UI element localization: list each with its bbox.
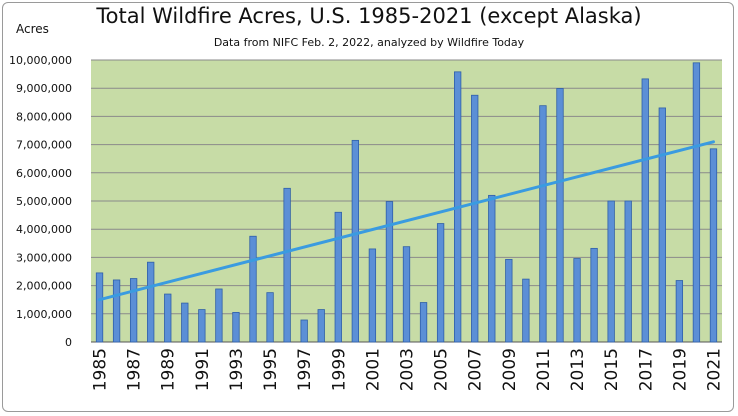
trendline [98, 140, 715, 302]
x-tick-label: 1989 [159, 348, 179, 391]
bar-2009 [505, 258, 513, 343]
bar-1994 [249, 235, 257, 343]
bar-1995 [266, 292, 274, 343]
y-axis-ticks: 0 1,000,000 2,000,000 3,000,000 4,000,000 5,0… [9, 54, 72, 349]
bar-2020 [692, 62, 701, 343]
x-tick-label: 2019 [670, 348, 690, 391]
chart-subtitle: Data from NIFC Feb. 2, 2022, analyzed by… [213, 36, 525, 49]
y-tick-label: 2,000,000 [16, 280, 72, 293]
bar-1988 [147, 261, 155, 343]
bar-1999 [334, 211, 342, 343]
bar-2011 [539, 105, 547, 343]
y-tick-label: 9,000,000 [16, 82, 72, 95]
y-tick-label: 5,000,000 [16, 195, 72, 208]
y-tick-label: 0 [65, 336, 72, 349]
x-tick-label: 1991 [193, 348, 213, 391]
bar-2016 [624, 200, 632, 343]
bar-1989 [164, 293, 172, 343]
x-tick-label: 1999 [329, 348, 349, 391]
bar-2004 [419, 302, 428, 343]
chart-title: Total Wildfire Acres, U.S. 1985-2021 (ex… [96, 4, 642, 28]
bar-1985 [95, 272, 104, 343]
bar-1998 [317, 309, 325, 343]
y-tick-label: 7,000,000 [16, 139, 72, 152]
bar-2018 [658, 107, 666, 343]
bar-2000 [351, 139, 359, 343]
y-tick-label: 3,000,000 [16, 251, 72, 264]
x-tick-label: 2013 [568, 348, 588, 391]
bar-2008 [488, 194, 496, 343]
bar-1996 [283, 187, 291, 343]
bar-2002 [385, 201, 394, 343]
bar-1986 [112, 279, 121, 343]
y-axis-label: Acres [16, 22, 49, 36]
bar-2007 [471, 94, 479, 343]
bar-2021 [709, 148, 718, 343]
trendline-group [98, 140, 715, 302]
y-tick-label: 1,000,000 [16, 308, 72, 321]
y-tick-label: 10,000,000 [9, 54, 72, 67]
x-tick-label: 1997 [295, 348, 315, 391]
gridlines [91, 59, 722, 343]
x-tick-label: 1995 [261, 348, 281, 391]
bar-1987 [129, 278, 138, 343]
x-tick-label: 2017 [636, 348, 656, 391]
x-tick-label: 2001 [363, 348, 383, 391]
x-tick-label: 2021 [704, 348, 724, 391]
bar-1997 [300, 319, 308, 343]
x-tick-label: 2007 [466, 348, 486, 391]
bar-1990 [181, 302, 189, 343]
y-tick-label: 4,000,000 [16, 223, 72, 236]
bar-2013 [573, 258, 581, 343]
x-tick-label: 1993 [227, 348, 247, 391]
x-tick-label: 2015 [602, 348, 622, 391]
bar-2017 [641, 78, 649, 343]
bar-2010 [522, 278, 530, 343]
x-tick-label: 1987 [125, 348, 145, 391]
y-tick-label: 6,000,000 [16, 167, 72, 180]
bar-2012 [556, 88, 564, 343]
bar-1991 [198, 309, 206, 343]
x-tick-label: 2009 [500, 348, 520, 391]
x-tick-label: 2005 [432, 348, 452, 391]
bar-2003 [402, 246, 411, 343]
x-tick-label: 1985 [91, 348, 111, 391]
x-axis-ticks: 1985 1987 1989 1991 1993 1995 1997 1999 2001 2003… [91, 348, 725, 391]
bar-2001 [368, 248, 377, 343]
bar-1993 [232, 311, 240, 343]
bar-2015 [607, 200, 615, 343]
bar-1992 [215, 288, 223, 343]
bar-2014 [590, 247, 598, 343]
x-tick-label: 2003 [398, 348, 418, 391]
x-tick-label: 2011 [534, 348, 554, 391]
bar-2019 [675, 280, 684, 343]
bar-2005 [436, 223, 445, 343]
y-tick-label: 8,000,000 [16, 110, 72, 123]
